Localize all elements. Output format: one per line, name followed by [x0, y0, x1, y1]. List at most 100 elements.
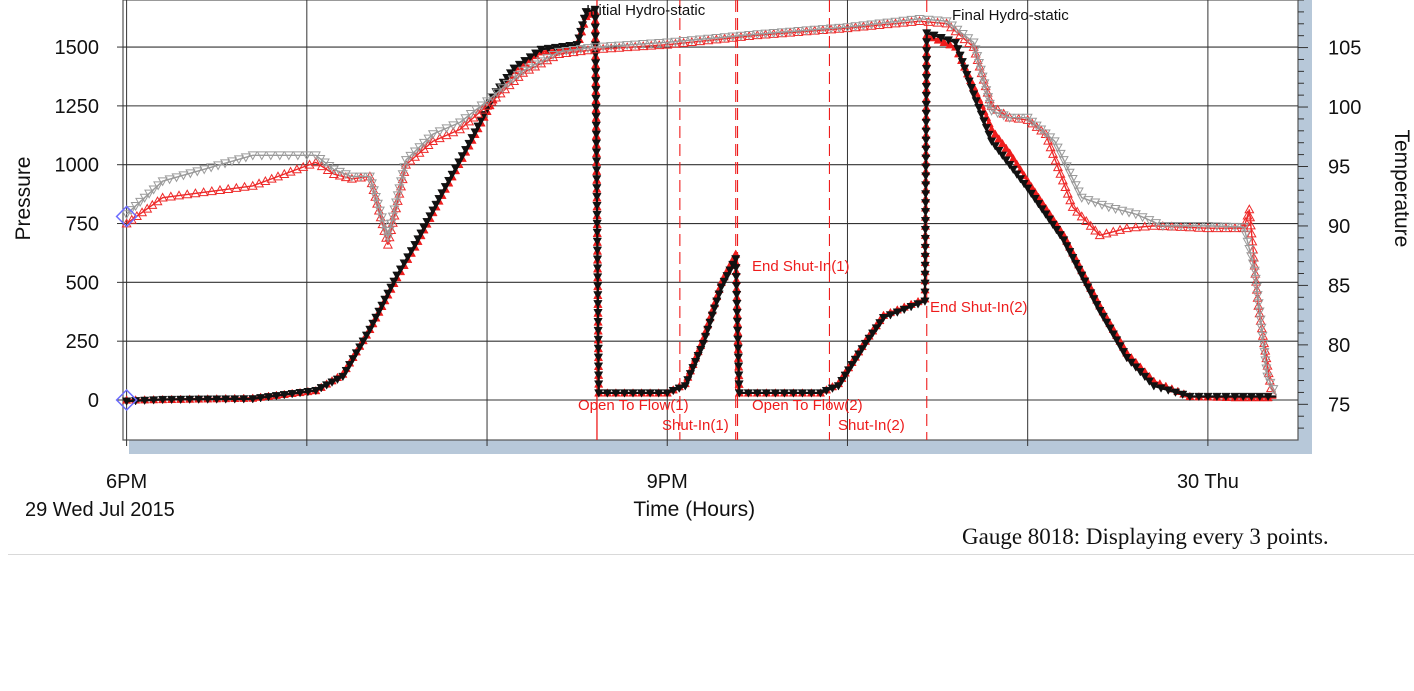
- data-marker: [733, 362, 744, 371]
- data-marker: [536, 45, 546, 55]
- data-marker: [447, 170, 457, 180]
- data-marker: [444, 176, 454, 186]
- data-marker: [135, 197, 146, 207]
- x-tick-label: 6PM: [106, 471, 147, 493]
- data-marker: [1005, 148, 1015, 157]
- data-marker: [272, 171, 284, 181]
- data-marker: [1055, 231, 1065, 240]
- data-marker: [892, 308, 902, 317]
- data-marker: [1246, 252, 1257, 262]
- data-marker: [185, 169, 196, 179]
- data-marker: [906, 16, 917, 26]
- data-marker: [857, 345, 867, 354]
- data-marker: [1122, 354, 1132, 363]
- data-marker: [1148, 220, 1159, 230]
- data-marker: [165, 191, 176, 201]
- data-marker: [921, 118, 931, 128]
- data-marker: [592, 219, 602, 229]
- y-right-tick-label: 90: [1328, 216, 1350, 238]
- series-3: [121, 14, 1279, 396]
- data-marker: [334, 170, 345, 180]
- data-marker: [260, 175, 271, 186]
- data-marker: [384, 226, 395, 236]
- data-marker: [638, 40, 649, 50]
- data-marker: [929, 31, 939, 41]
- data-marker: [1103, 203, 1114, 213]
- data-marker: [592, 166, 602, 175]
- data-marker: [945, 39, 955, 49]
- data-marker: [1060, 181, 1071, 192]
- data-marker: [582, 45, 594, 55]
- data-marker: [592, 264, 603, 273]
- data-marker: [1139, 221, 1150, 231]
- data-marker: [594, 380, 604, 389]
- data-marker: [295, 389, 305, 398]
- data-marker: [414, 143, 425, 153]
- data-marker: [1037, 205, 1047, 214]
- x-date-label: 29 Wed Jul 2015: [25, 499, 175, 521]
- data-marker: [344, 361, 355, 370]
- data-marker: [1121, 223, 1132, 233]
- data-marker: [646, 39, 657, 49]
- data-marker: [448, 127, 459, 137]
- data-marker: [817, 25, 828, 35]
- data-marker: [440, 183, 450, 192]
- data-marker: [696, 345, 706, 355]
- data-marker: [1067, 201, 1078, 211]
- data-marker: [591, 94, 601, 104]
- data-marker: [1212, 392, 1222, 402]
- data-marker: [752, 30, 763, 40]
- data-marker: [854, 350, 864, 359]
- data-marker: [619, 389, 630, 398]
- data-marker: [389, 277, 399, 287]
- data-marker: [734, 380, 744, 389]
- plot-frame: [122, 0, 1312, 454]
- data-marker: [226, 157, 238, 167]
- data-marker: [921, 190, 931, 199]
- data-marker: [921, 91, 931, 101]
- data-marker: [979, 117, 989, 126]
- data-marker: [875, 319, 885, 328]
- data-marker: [512, 71, 523, 81]
- data-marker: [670, 37, 681, 47]
- data-marker: [153, 181, 164, 191]
- data-marker: [943, 36, 954, 45]
- data-marker: [428, 206, 438, 215]
- data-marker: [454, 158, 464, 167]
- data-marker: [1202, 222, 1213, 232]
- data-marker: [1080, 277, 1090, 286]
- data-marker: [1193, 222, 1204, 232]
- data-marker: [793, 27, 804, 37]
- data-marker: [1061, 162, 1072, 172]
- data-marker: [593, 317, 603, 327]
- data-marker: [1254, 307, 1265, 317]
- y-right-tick-label: 75: [1328, 394, 1350, 416]
- data-marker: [843, 366, 854, 375]
- data-marker: [955, 51, 965, 61]
- data-marker: [487, 92, 498, 103]
- data-marker: [1151, 219, 1162, 229]
- data-marker: [371, 313, 381, 323]
- data-marker: [732, 299, 742, 309]
- data-marker: [121, 210, 132, 220]
- data-marker: [1051, 226, 1062, 235]
- data-marker: [391, 203, 402, 213]
- annotation-label: Open To Flow(2): [752, 397, 863, 414]
- data-marker: [801, 26, 812, 36]
- data-marker: [725, 266, 735, 275]
- data-marker: [1086, 289, 1096, 298]
- data-marker: [932, 17, 943, 27]
- data-marker: [1229, 222, 1240, 232]
- data-marker: [355, 172, 366, 182]
- data-marker: [593, 344, 603, 354]
- data-marker: [593, 300, 603, 309]
- data-marker: [377, 301, 387, 311]
- data-marker: [206, 163, 217, 173]
- data-marker: [678, 37, 689, 47]
- y-right-tick-label: 85: [1328, 275, 1350, 297]
- data-marker: [387, 212, 398, 222]
- data-marker: [997, 138, 1008, 148]
- data-marker: [327, 378, 337, 387]
- data-marker: [882, 18, 893, 28]
- annotation-label: End Shut-In(1): [752, 258, 850, 275]
